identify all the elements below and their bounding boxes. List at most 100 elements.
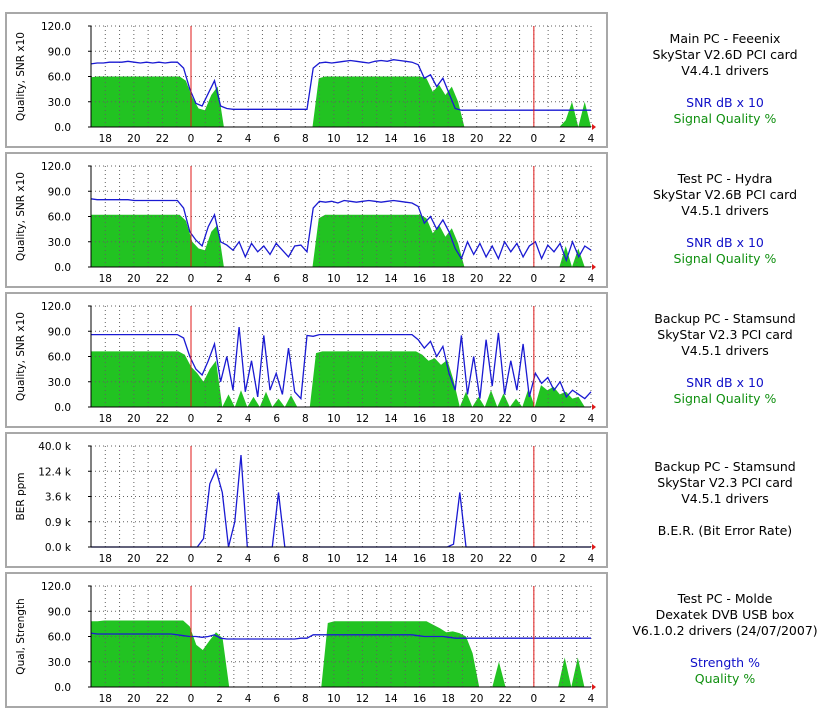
x-tick-label: 10 bbox=[327, 693, 340, 705]
x-tick-label: 2 bbox=[559, 273, 566, 285]
x-tick-label: 22 bbox=[156, 273, 169, 285]
x-tick-label: 4 bbox=[245, 693, 252, 705]
caption-line-2: Dexatek DVB USB box bbox=[655, 607, 795, 622]
caption-1: Main PC - Feeenix SkyStar V2.6D PCI card… bbox=[622, 31, 828, 127]
series-line-snr-db-x-10 bbox=[91, 326, 592, 401]
x-tick-label: 14 bbox=[384, 273, 398, 285]
x-tick-label: 16 bbox=[413, 413, 427, 425]
x-tick-label: 14 bbox=[384, 133, 398, 145]
x-tick-label: 2 bbox=[216, 133, 223, 145]
caption-line-1: Backup PC - Stamsund bbox=[654, 311, 796, 326]
x-tick-label: 0 bbox=[531, 273, 538, 285]
series-area-signal-quality- bbox=[91, 214, 591, 267]
x-tick-label: 18 bbox=[99, 133, 112, 145]
x-tick-label: 22 bbox=[499, 553, 512, 565]
y-tick-label: 60.0 bbox=[48, 352, 71, 364]
x-tick-label: 16 bbox=[413, 553, 427, 565]
y-tick-label: 12.4 k bbox=[38, 466, 72, 478]
x-tick-label: 0 bbox=[188, 553, 195, 565]
chart-5: 120.090.060.030.00.018 20 22 0 2 4 6 8 10 12 14 16 1… bbox=[15, 581, 596, 705]
axis-end-marker bbox=[592, 124, 596, 130]
x-tick-label: 20 bbox=[127, 133, 140, 145]
x-tick-label: 14 bbox=[384, 693, 398, 705]
y-tick-label: 90.0 bbox=[48, 186, 71, 198]
y-tick-label: 120.0 bbox=[41, 21, 71, 33]
x-tick-label: 10 bbox=[327, 413, 340, 425]
x-tick-label: 0 bbox=[188, 273, 195, 285]
x-tick-label: 2 bbox=[559, 553, 566, 565]
x-tick-label: 22 bbox=[499, 413, 512, 425]
series-line-snr-db-x-10 bbox=[90, 59, 591, 111]
y-tick-label: 120.0 bbox=[41, 301, 71, 313]
caption-line-3: V4.5.1 drivers bbox=[681, 491, 769, 506]
x-tick-label: 18 bbox=[441, 273, 454, 285]
x-tick-label: 8 bbox=[302, 693, 309, 705]
x-tick-label: 12 bbox=[356, 693, 369, 705]
x-tick-label: 18 bbox=[99, 693, 112, 705]
x-tick-label: 20 bbox=[470, 133, 483, 145]
axis-end-marker bbox=[592, 684, 596, 690]
legend-quality: Quality % bbox=[694, 671, 756, 686]
x-tick-label: 22 bbox=[156, 413, 169, 425]
caption-4: Backup PC - Stamsund SkyStar V2.3 PCI ca… bbox=[622, 459, 828, 539]
axis-end-marker bbox=[592, 264, 596, 270]
legend-snr: SNR dB x 10 bbox=[686, 235, 764, 250]
x-tick-label: 12 bbox=[356, 273, 369, 285]
x-tick-label: 8 bbox=[302, 273, 309, 285]
x-tick-label: 20 bbox=[127, 273, 140, 285]
x-tick-label: 4 bbox=[588, 273, 595, 285]
x-tick-label: 0 bbox=[531, 413, 538, 425]
x-tick-label: 16 bbox=[413, 133, 427, 145]
caption-line-3: V6.1.0.2 drivers (24/07/2007) bbox=[632, 623, 818, 638]
x-tick-label: 20 bbox=[470, 693, 483, 705]
x-tick-label: 0 bbox=[188, 133, 195, 145]
x-tick-label: 0 bbox=[531, 693, 538, 705]
caption-line-1: Test PC - Hydra bbox=[677, 171, 773, 186]
y-tick-label: 0.9 k bbox=[45, 517, 72, 529]
y-tick-label: 30.0 bbox=[48, 377, 71, 389]
caption-line-1: Main PC - Feeenix bbox=[669, 31, 781, 46]
y-tick-label: 60.0 bbox=[48, 212, 71, 224]
caption-line-2: SkyStar V2.3 PCI card bbox=[657, 475, 793, 490]
x-tick-label: 4 bbox=[245, 553, 252, 565]
x-tick-label: 2 bbox=[559, 133, 566, 145]
x-tick-label: 22 bbox=[156, 553, 169, 565]
y-axis-title: Quality, SNR x10 bbox=[15, 312, 27, 401]
x-tick-label: 14 bbox=[384, 553, 398, 565]
legend-quality: Signal Quality % bbox=[673, 251, 777, 266]
caption-3: Backup PC - Stamsund SkyStar V2.3 PCI ca… bbox=[622, 311, 828, 407]
x-tick-label: 22 bbox=[499, 693, 512, 705]
y-tick-label: 30.0 bbox=[48, 657, 71, 669]
x-tick-label: 18 bbox=[99, 273, 112, 285]
legend-snr: SNR dB x 10 bbox=[686, 375, 764, 390]
y-axis-title: Qual, Strength bbox=[15, 598, 27, 674]
x-tick-label: 8 bbox=[302, 413, 309, 425]
axis-end-marker bbox=[592, 544, 596, 550]
x-tick-label: 22 bbox=[499, 133, 512, 145]
x-tick-label: 12 bbox=[356, 413, 369, 425]
y-tick-label: 3.6 k bbox=[45, 492, 72, 504]
legend-ber: B.E.R. (Bit Error Rate) bbox=[657, 523, 793, 538]
x-tick-label: 16 bbox=[413, 693, 427, 705]
x-tick-label: 18 bbox=[441, 693, 454, 705]
x-tick-label: 22 bbox=[156, 133, 169, 145]
x-tick-label: 4 bbox=[245, 413, 252, 425]
x-tick-label: 20 bbox=[127, 553, 140, 565]
x-tick-label: 2 bbox=[559, 693, 566, 705]
x-tick-label: 20 bbox=[470, 553, 483, 565]
caption-5: Test PC - Molde Dexatek DVB USB box V6.1… bbox=[622, 591, 828, 687]
x-tick-label: 0 bbox=[531, 553, 538, 565]
y-tick-label: 60.0 bbox=[48, 72, 71, 84]
y-tick-label: 0.0 bbox=[54, 262, 71, 274]
chart-2: 120.090.060.030.00.018 20 22 0 2 4 6 8 10 12 14 16 1… bbox=[15, 161, 596, 285]
x-tick-label: 4 bbox=[588, 553, 595, 565]
x-tick-label: 8 bbox=[302, 133, 309, 145]
x-tick-label: 10 bbox=[327, 133, 340, 145]
x-tick-label: 20 bbox=[127, 693, 140, 705]
y-tick-label: 90.0 bbox=[48, 606, 71, 618]
x-tick-label: 0 bbox=[188, 693, 195, 705]
chart-4: 40.0 k12.4 k3.6 k0.9 k0.0 k18 20 22 0 2 4 6 8 10… bbox=[15, 441, 596, 565]
series-line-strength- bbox=[90, 632, 591, 640]
x-tick-label: 12 bbox=[356, 553, 369, 565]
x-tick-label: 10 bbox=[327, 553, 340, 565]
